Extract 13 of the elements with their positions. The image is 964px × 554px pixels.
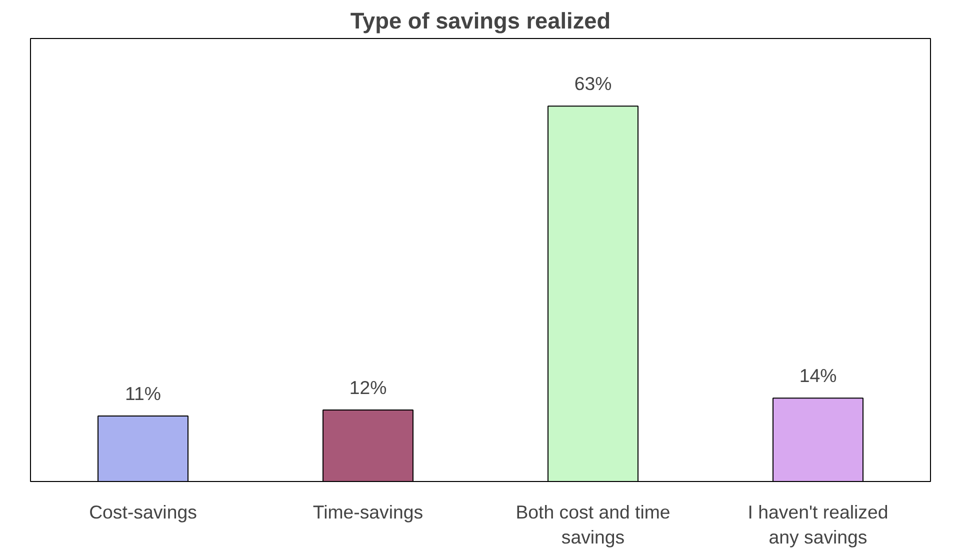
bar	[772, 398, 864, 482]
x-tick-label: Both cost and time savings	[516, 502, 670, 548]
data-label: 63%	[574, 73, 612, 94]
bar	[322, 409, 414, 482]
data-label: 12%	[349, 376, 387, 398]
x-tick-label: Time-savings	[312, 502, 424, 522]
bar	[548, 106, 638, 482]
chart-title: Type of savings realized	[350, 8, 611, 34]
data-label: 11%	[125, 382, 161, 404]
bar	[98, 415, 188, 482]
x-tick-label: Cost-savings	[89, 502, 197, 522]
data-label: 14%	[799, 365, 837, 386]
x-tick-label: I haven't realized any savings	[748, 502, 888, 548]
